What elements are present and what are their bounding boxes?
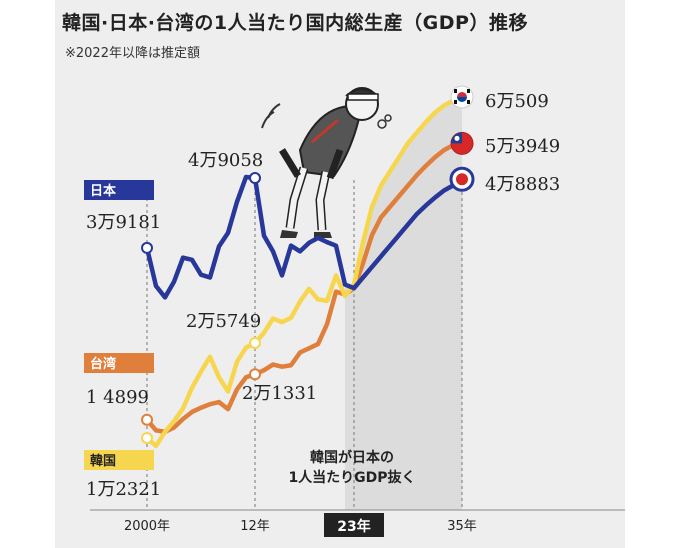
flag-taeguk-red <box>457 92 467 97</box>
marker-korea-2000 <box>141 432 153 444</box>
series-tag-box <box>84 353 154 373</box>
value-label-taiwan-2012: 2万1331 <box>242 383 317 404</box>
value-label-taiwan-2000: 1 4899 <box>86 387 149 408</box>
annotation-line-2: 1人当たりGDP抜く <box>288 469 415 486</box>
value-label-korea-2000: 1万2321 <box>86 479 161 500</box>
flag-trigram <box>454 100 457 104</box>
flag-sun <box>454 135 460 141</box>
marker-korea-2012 <box>249 336 261 349</box>
flag-trigram <box>454 89 457 93</box>
series-tag-label: 日本 <box>90 183 116 199</box>
series-tag-korea: 韓国 <box>84 450 154 470</box>
chart-title: 韓国·日本·台湾の1人当たり国内総生産（GDP）推移 <box>62 12 528 34</box>
korea-flag-icon <box>450 85 474 109</box>
series-line-korea <box>144 94 465 449</box>
value-label-japan-2035: 4万8883 <box>485 174 560 195</box>
flag-trigram <box>467 100 470 104</box>
series-tag-label: 台湾 <box>90 356 116 372</box>
x-tick-label: 2000年 <box>124 519 170 534</box>
series-tag-taiwan: 台湾 <box>84 353 154 373</box>
tick-highlight-box <box>324 513 384 537</box>
series-tag-box <box>84 450 154 470</box>
series-line-japan <box>144 174 465 300</box>
x-tick-label: 23年 <box>337 518 370 535</box>
value-label-japan-2000: 3万9181 <box>86 212 161 233</box>
annotation-line-1: 韓国が日本の <box>310 449 394 466</box>
series-line-taiwan <box>144 141 465 435</box>
value-label-japan-2012: 4万9058 <box>188 150 263 171</box>
flag-taeguk-blue <box>457 97 467 102</box>
flag-trigram <box>467 89 470 93</box>
taiwan-flag-icon <box>450 131 474 155</box>
x-tick-label: 35年 <box>447 519 477 534</box>
value-label-taiwan-2035: 5万3949 <box>485 136 560 157</box>
x-tick-label: 12年 <box>240 519 270 534</box>
japan-flag-icon <box>449 166 475 192</box>
marker-taiwan-2000 <box>141 413 153 426</box>
value-label-korea-2035: 6万509 <box>485 91 549 112</box>
tired-runner-illustration <box>261 87 392 238</box>
estimate-note: ※2022年以降は推定額 <box>65 46 200 61</box>
series-tag-label: 韓国 <box>90 453 116 469</box>
flag-disc <box>456 173 468 186</box>
series-tag-japan: 日本 <box>84 180 154 200</box>
marker-taiwan-2012 <box>249 368 261 381</box>
series-tag-box <box>84 180 154 200</box>
marker-japan-2012 <box>249 172 261 185</box>
projection-shaded-area <box>345 97 462 510</box>
marker-japan-2000 <box>141 241 153 254</box>
value-label-korea-2012: 2万5749 <box>186 311 261 332</box>
